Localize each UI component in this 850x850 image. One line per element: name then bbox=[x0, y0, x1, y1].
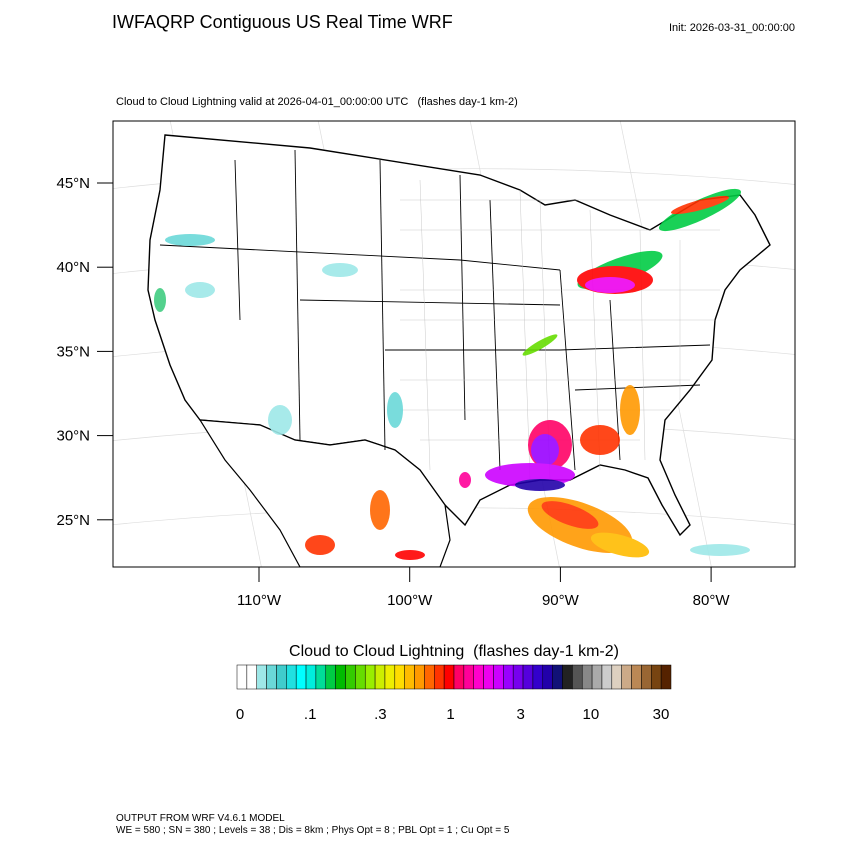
map: 45°N 40°N 35°N 30°N 25°N 110°W 100°W 90°W 80°W bbox=[56, 120, 796, 609]
colorbar-swatch bbox=[256, 664, 267, 690]
colorbar-swatch bbox=[651, 664, 662, 690]
colorbar-label: 0 bbox=[236, 706, 244, 723]
colorbar-swatch bbox=[552, 664, 563, 690]
colorbar-swatch bbox=[591, 664, 603, 690]
colorbar-swatch bbox=[621, 664, 632, 690]
lat-label: 35°N bbox=[56, 343, 90, 360]
footer-line: OUTPUT FROM WRF V4.6.1 MODEL bbox=[116, 813, 285, 824]
colorbar-swatch bbox=[394, 664, 405, 690]
lon-label: 90°W bbox=[542, 592, 580, 609]
colorbar-swatch bbox=[384, 664, 396, 690]
colorbar-label: .1 bbox=[304, 706, 317, 723]
colorbar-swatch bbox=[473, 664, 484, 690]
colorbar-label: .3 bbox=[374, 706, 387, 723]
colorbar-swatch bbox=[335, 664, 346, 690]
colorbar-swatch bbox=[463, 664, 474, 690]
colorbar-swatch bbox=[483, 664, 494, 690]
colorbar-swatch bbox=[562, 664, 573, 690]
lon-label: 80°W bbox=[693, 592, 731, 609]
colorbar-label: 10 bbox=[582, 706, 599, 723]
colorbar-swatch bbox=[660, 664, 672, 690]
colorbar-swatch bbox=[355, 664, 366, 690]
colorbar-swatch bbox=[532, 664, 544, 690]
map-body bbox=[113, 121, 795, 567]
colorbar-swatch bbox=[512, 664, 524, 690]
colorbar-swatch bbox=[246, 664, 257, 690]
colorbar-swatch bbox=[503, 664, 514, 690]
colorbar-swatch bbox=[315, 664, 327, 690]
colorbar-swatch bbox=[305, 664, 317, 690]
mexico-outline bbox=[198, 419, 451, 567]
colorbar-swatch bbox=[493, 664, 504, 690]
lat-label: 25°N bbox=[56, 512, 90, 529]
colorbar-swatch bbox=[542, 664, 553, 690]
colorbar-label: 30 bbox=[653, 706, 670, 723]
colorbar-swatch bbox=[345, 664, 356, 690]
colorbar-swatch bbox=[236, 664, 248, 690]
lat-label: 45°N bbox=[56, 175, 90, 192]
colorbar-swatch bbox=[424, 664, 435, 690]
lightning-field bbox=[154, 188, 750, 560]
colorbar: Cloud to Cloud Lightning (flashes day-1 … bbox=[236, 643, 672, 723]
colorbar-swatch bbox=[414, 664, 425, 690]
colorbar-label: 3 bbox=[516, 706, 524, 723]
map-frame bbox=[112, 120, 796, 568]
colorbar-swatch bbox=[295, 664, 307, 690]
lat-label: 40°N bbox=[56, 259, 90, 276]
colorbar-swatch bbox=[374, 664, 386, 690]
colorbar-swatch bbox=[581, 664, 593, 690]
colorbar-swatch bbox=[276, 664, 287, 690]
colorbar-swatch bbox=[443, 664, 455, 690]
colorbar-swatch bbox=[404, 664, 415, 690]
lon-label: 110°W bbox=[237, 592, 282, 609]
colorbar-swatch bbox=[266, 664, 277, 690]
colorbar-swatch bbox=[631, 664, 642, 690]
colorbar-swatch bbox=[286, 664, 297, 690]
colorbar-label: 1 bbox=[446, 706, 454, 723]
colorbar-title: Cloud to Cloud Lightning (flashes day-1 … bbox=[289, 643, 619, 660]
colorbar-swatch bbox=[325, 664, 336, 690]
footer-line: WE = 580 ; SN = 380 ; Levels = 38 ; Dis … bbox=[116, 825, 510, 836]
colorbar-swatch bbox=[453, 664, 465, 690]
map-subtitle: Cloud to Cloud Lightning valid at 2026-0… bbox=[116, 96, 518, 108]
lat-label: 30°N bbox=[56, 428, 90, 445]
init-time: Init: 2026-03-31_00:00:00 bbox=[669, 22, 795, 34]
colorbar-swatch bbox=[572, 664, 583, 690]
title: IWFAQRP Contiguous US Real Time WRF bbox=[112, 12, 453, 32]
colorbar-swatch bbox=[601, 664, 613, 690]
colorbar-swatch bbox=[364, 664, 376, 690]
lon-label: 100°W bbox=[387, 592, 433, 609]
state-borders bbox=[159, 149, 711, 471]
colorbar-swatch bbox=[522, 664, 534, 690]
colorbar-swatch bbox=[611, 664, 622, 690]
colorbar-swatch bbox=[434, 664, 445, 690]
colorbar-swatch bbox=[641, 664, 652, 690]
